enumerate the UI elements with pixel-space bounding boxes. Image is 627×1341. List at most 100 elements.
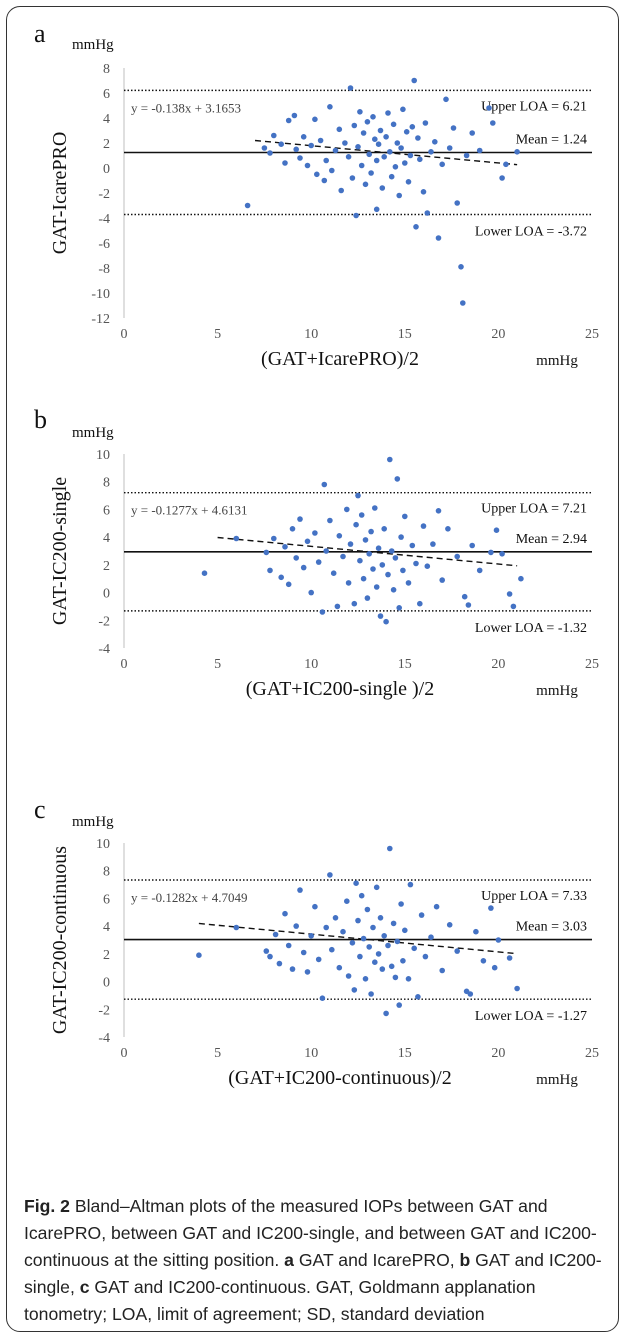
panel-c-data-point bbox=[351, 987, 358, 993]
panel-a-data-point bbox=[469, 130, 476, 136]
panel-c-data-point bbox=[233, 924, 240, 931]
panel-a-data-point bbox=[388, 173, 395, 180]
panel-a-data-point bbox=[285, 117, 292, 124]
panel-b-data-point bbox=[392, 555, 399, 561]
panel-b-data-point bbox=[351, 600, 358, 607]
panel-c-regression-equation: y = -0.1282x + 4.7049 bbox=[131, 890, 248, 905]
panel-a-data-point bbox=[454, 200, 461, 206]
panel-b-data-point bbox=[409, 542, 416, 549]
panel-c-data-point bbox=[454, 948, 461, 954]
panel-b-data-point bbox=[435, 508, 442, 514]
panel-c-data-point bbox=[285, 942, 292, 949]
panel-a-x-label: (GAT+IcarePRO)/2 bbox=[261, 348, 419, 370]
panel-c-y-tick: 4 bbox=[103, 920, 110, 935]
panel-c-data-point bbox=[400, 958, 406, 964]
panel-a-data-point bbox=[417, 156, 423, 163]
panel-a-y-tick: -2 bbox=[98, 187, 110, 202]
panel-a-data-point bbox=[351, 122, 358, 129]
panel-a-data-point bbox=[364, 119, 371, 125]
panel-b-data-point bbox=[413, 560, 419, 567]
panel-c-x-unit: mmHg bbox=[536, 1072, 578, 1088]
panel-a-data-point bbox=[370, 114, 376, 120]
panel-b-x-label: (GAT+IC200-single )/2 bbox=[246, 678, 434, 700]
panel-b-y-tick: 4 bbox=[103, 531, 110, 546]
panel-b-data-point bbox=[424, 563, 431, 569]
panel-a-data-point bbox=[345, 154, 352, 160]
panel-a-data-point bbox=[514, 149, 520, 155]
panel-b-y-label: GAT-IC200-single bbox=[49, 477, 71, 625]
panel-b-data-point bbox=[289, 526, 296, 532]
panel-b-data-point bbox=[358, 512, 365, 518]
panel-a-y-label: GAT-IcarePRO bbox=[49, 132, 71, 255]
panel-b-data-point bbox=[465, 602, 472, 608]
panel-c-x-tick: 15 bbox=[398, 1046, 412, 1061]
panel-b-data-point bbox=[315, 559, 322, 565]
panel-c-data-point bbox=[491, 964, 498, 971]
panel-b-data-point bbox=[377, 613, 384, 619]
panel-a-data-point bbox=[358, 162, 365, 169]
panel-c-data-point bbox=[495, 937, 502, 943]
panel-a-data-point bbox=[278, 141, 285, 147]
panel-a-data-point bbox=[379, 185, 386, 191]
panel-b-y-tick: -4 bbox=[98, 642, 110, 657]
panel-b-data-point bbox=[372, 505, 378, 511]
panel-c-data-point bbox=[289, 966, 296, 972]
caption-panel-c: c bbox=[79, 1277, 90, 1297]
panel-a-data-point bbox=[267, 150, 273, 156]
panel-a-data-point bbox=[394, 140, 401, 146]
panel-b-data-point bbox=[321, 481, 328, 488]
panel-a-data-point bbox=[503, 161, 509, 168]
panel-b-data-point bbox=[233, 535, 240, 542]
panel-c-data-point bbox=[355, 917, 361, 924]
panel-b-x-tick: 5 bbox=[214, 657, 221, 672]
panel-c-data-point bbox=[272, 931, 279, 938]
panel-c-data-point bbox=[364, 906, 371, 913]
panel-b-data-point bbox=[383, 618, 389, 625]
panel-c-data-point bbox=[446, 922, 453, 928]
panel-b-data-point bbox=[308, 589, 315, 596]
panel-a-data-point bbox=[362, 181, 369, 188]
panel-a-data-point bbox=[314, 171, 320, 178]
panel-b-data-point bbox=[488, 549, 494, 556]
panel-c-data-point bbox=[473, 928, 479, 935]
panel-b-data-point bbox=[312, 530, 318, 536]
panel-b-y-unit: mmHg bbox=[72, 425, 114, 441]
caption-label: Fig. 2 bbox=[24, 1196, 70, 1216]
panel-a-y-tick: -6 bbox=[98, 237, 110, 252]
panel-c-data-point bbox=[506, 955, 513, 961]
panel-c-data-point bbox=[349, 940, 356, 946]
panel-a-lower-loa-label: Lower LOA = -3.72 bbox=[475, 225, 587, 240]
panel-b-data-point bbox=[402, 513, 408, 520]
panel-a-data-point bbox=[377, 127, 384, 134]
panel-c-data-point bbox=[357, 953, 363, 960]
panel-a-data-point bbox=[396, 192, 403, 199]
panel-b-data-point bbox=[201, 570, 208, 576]
panel-b-data-point bbox=[445, 526, 451, 532]
panel-b-data-point bbox=[278, 574, 285, 581]
panel-a-data-point bbox=[422, 120, 429, 126]
caption-text-b: GAT and IC200-single, bbox=[24, 1250, 602, 1297]
panel-c-x-tick: 0 bbox=[121, 1046, 128, 1061]
panel-a-data-point bbox=[261, 145, 268, 151]
panel-b-data-point bbox=[267, 567, 273, 574]
panel-c-data-point bbox=[312, 903, 318, 910]
panel-b-data-point bbox=[385, 571, 391, 578]
panel-b-data-point bbox=[373, 584, 380, 590]
panel-a-data-point bbox=[402, 160, 408, 166]
panel-b-x-unit: mmHg bbox=[536, 683, 578, 699]
panel-b-data-point bbox=[518, 575, 524, 582]
panel-a-data-point bbox=[381, 154, 388, 160]
panel-c-data-point bbox=[353, 880, 359, 886]
panel-a-label: a bbox=[34, 19, 46, 48]
panel-a-data-point bbox=[291, 112, 298, 119]
panel-a-data-point bbox=[390, 121, 397, 128]
panel-c-data-point bbox=[402, 927, 408, 934]
panel-b-data-point bbox=[387, 456, 393, 463]
panel-b-data-point bbox=[430, 541, 436, 547]
panel-b-y-tick: 6 bbox=[103, 503, 110, 518]
panel-b-data-point bbox=[344, 506, 350, 513]
panel-c-y-tick: -4 bbox=[98, 1031, 110, 1046]
panel-a-regression-equation: y = -0.138x + 3.1653 bbox=[131, 100, 241, 115]
panel-a-y-tick: -4 bbox=[98, 212, 110, 227]
panel-b-data-point bbox=[323, 548, 330, 554]
